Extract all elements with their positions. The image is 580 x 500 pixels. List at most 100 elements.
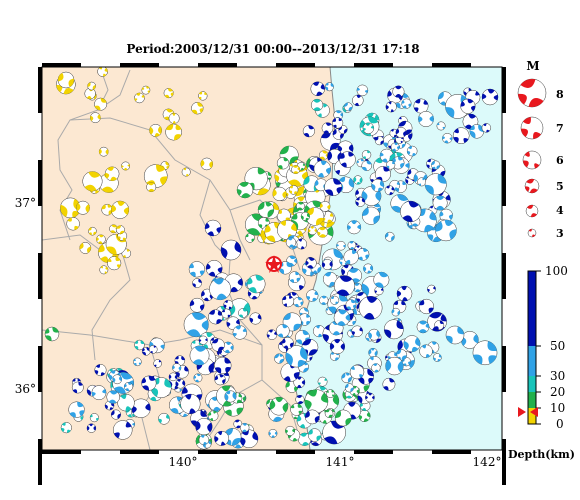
beachball [321, 259, 333, 270]
beachball [75, 200, 90, 215]
beachball [249, 312, 262, 325]
beachball [416, 320, 430, 334]
beachball [181, 167, 191, 177]
beachball [239, 429, 259, 449]
beachball [383, 319, 404, 340]
beachball [452, 127, 470, 144]
beachball [481, 123, 492, 133]
beachball [60, 422, 72, 434]
beachball [192, 278, 202, 288]
beachball [123, 382, 134, 392]
beachball [281, 337, 294, 350]
beachball [188, 261, 205, 278]
beachball [116, 225, 125, 235]
beachball [310, 81, 326, 97]
beachball [94, 364, 107, 377]
beachball [358, 296, 383, 320]
epicenter-marker [265, 255, 283, 273]
chart-title: Period:2003/12/31 00:00--2013/12/31 17:1… [126, 42, 419, 56]
depth-band-mid [528, 376, 536, 392]
beachball [246, 274, 266, 294]
beachball [517, 78, 547, 108]
beachball [353, 175, 363, 185]
beachball [435, 219, 457, 242]
depth-scale: 100 50 30 20 10 0 Depth(km) [508, 264, 575, 461]
focal-mechanisms [44, 67, 499, 450]
beachball [296, 201, 305, 211]
lat-tick-36: 36° [15, 382, 36, 396]
beachball [343, 249, 359, 265]
beachball [304, 389, 329, 414]
beachball [121, 161, 131, 171]
beachball [427, 284, 436, 294]
beachball [112, 374, 123, 385]
beachball [285, 345, 308, 368]
beachball [214, 356, 232, 375]
beachball [288, 271, 301, 283]
beachball [180, 393, 201, 415]
beachball [319, 295, 329, 305]
beachball [351, 325, 363, 338]
beachball [68, 401, 85, 418]
beachball [349, 364, 365, 380]
beachball [436, 121, 446, 131]
beachball [240, 422, 250, 433]
beachball [363, 263, 374, 274]
beachball [374, 166, 391, 183]
beachball [198, 434, 210, 446]
beachball [168, 112, 180, 124]
beachball [276, 157, 290, 170]
beachball [168, 372, 178, 382]
beachball [300, 211, 310, 221]
beachball [373, 271, 390, 288]
beachball [96, 234, 106, 245]
beachball [524, 178, 540, 194]
beachball [278, 261, 292, 275]
beachball [522, 150, 542, 170]
beachball [434, 320, 445, 331]
beachball [445, 325, 465, 345]
beachball [71, 381, 84, 394]
beachball [472, 340, 498, 366]
beachball [269, 396, 289, 416]
beachball [432, 195, 448, 211]
beachball [224, 390, 237, 403]
beachball [281, 294, 295, 308]
beachball [79, 242, 92, 254]
beachball [141, 346, 151, 356]
beachball [304, 409, 320, 425]
beachball [141, 85, 151, 95]
beachball [347, 220, 362, 235]
beachball [238, 308, 248, 318]
beachball [400, 200, 422, 223]
beachball [385, 356, 404, 376]
beachball [133, 357, 142, 367]
beachball [266, 329, 278, 340]
beachball [361, 150, 372, 160]
beachball [417, 177, 427, 187]
beachball [302, 125, 315, 138]
beachball [110, 409, 121, 420]
beachball [352, 94, 364, 107]
beachball [198, 91, 208, 101]
depth-band-shallow [528, 408, 536, 424]
beachball [365, 392, 375, 403]
beachball [312, 325, 326, 338]
beachball [117, 393, 135, 412]
beachball [307, 226, 317, 236]
beachball [204, 219, 222, 237]
beachball [134, 339, 145, 351]
beachball [290, 403, 303, 416]
beachball [344, 383, 354, 393]
beachball [257, 201, 275, 218]
beachball [106, 390, 120, 404]
depth-tick-0: 0 [556, 417, 564, 431]
beachball [527, 228, 537, 238]
beachball [86, 423, 97, 433]
beachball [236, 181, 254, 199]
beachball [66, 217, 80, 231]
beachball [245, 233, 255, 243]
beachball [419, 344, 433, 358]
beachball [295, 394, 305, 405]
beachball [384, 185, 395, 196]
